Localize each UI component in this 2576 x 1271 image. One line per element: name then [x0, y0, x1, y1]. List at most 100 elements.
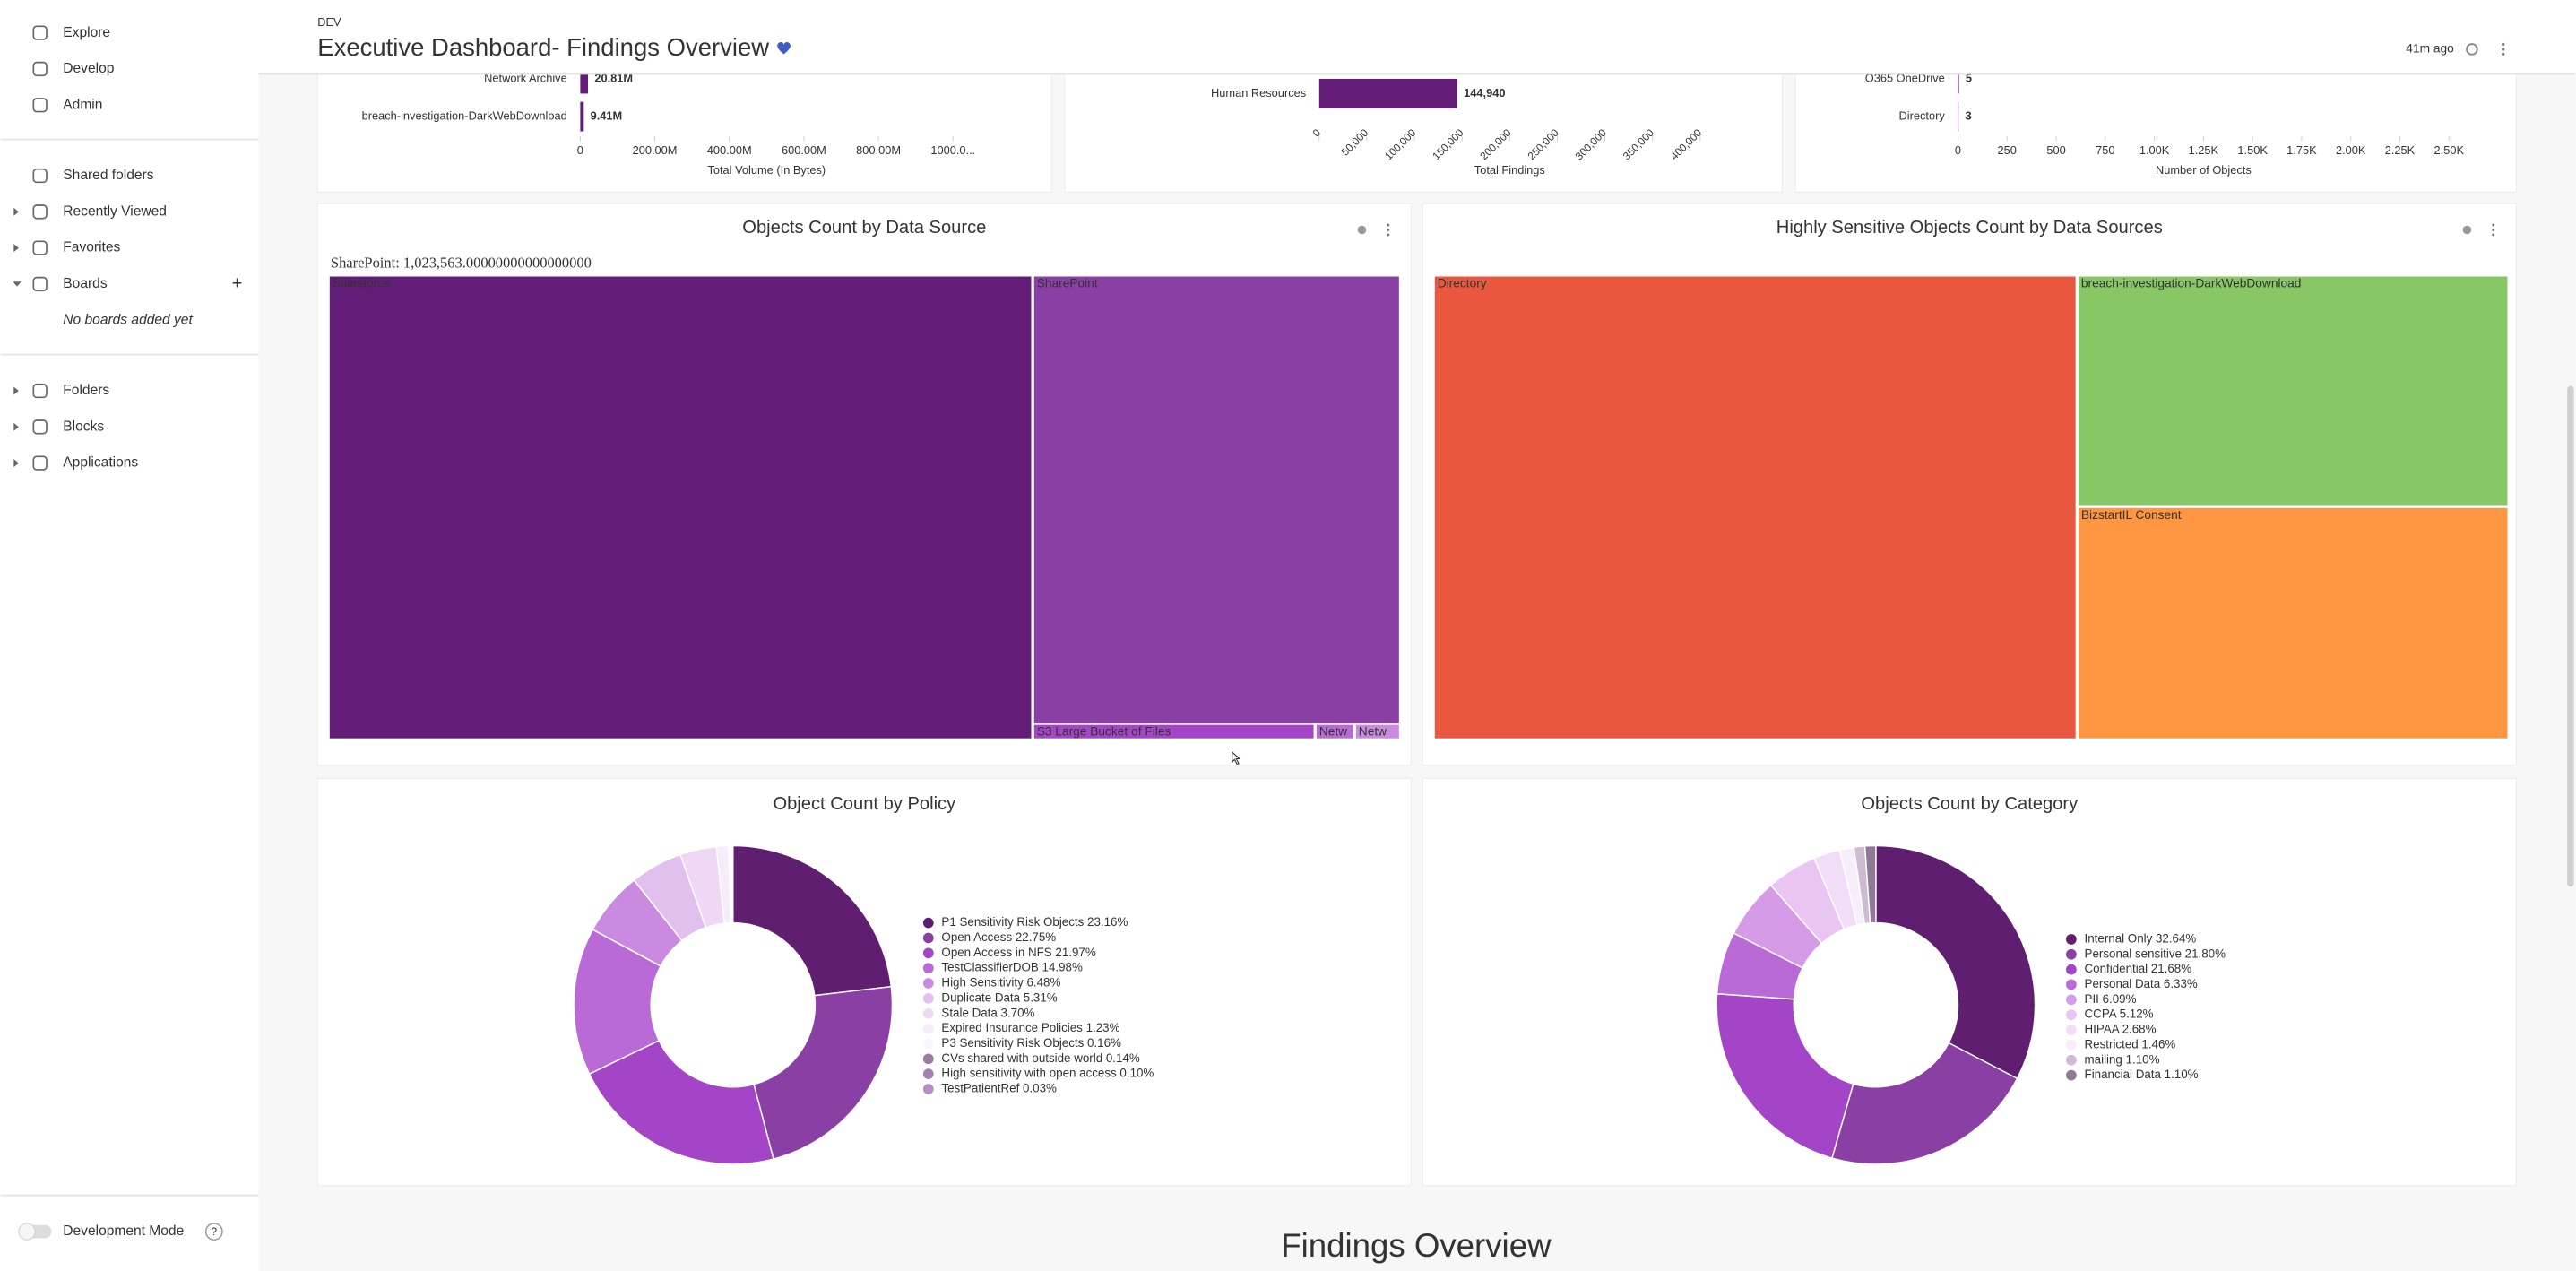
donut-slice[interactable] [753, 985, 894, 1160]
legend-label[interactable]: High Sensitivity 6.48% [941, 976, 1060, 990]
x-axis-title: Total Findings [1474, 163, 1545, 177]
legend-label[interactable]: TestClassifierDOB 14.98% [941, 961, 1083, 974]
nav-item[interactable]: Explore [63, 25, 110, 40]
x-tick-label: 2.00K [2336, 143, 2366, 157]
donut-slice[interactable] [573, 929, 662, 1076]
menu-dot[interactable] [1387, 223, 1390, 227]
legend-swatch [2066, 1054, 2077, 1066]
x-tick-label: 500 [2046, 143, 2065, 157]
nav-item[interactable]: Recently Viewed [63, 203, 167, 219]
legend-label[interactable]: P1 Sensitivity Risk Objects 23.16% [941, 915, 1128, 929]
alert-icon[interactable] [2462, 225, 2472, 235]
legend-swatch [2066, 964, 2077, 975]
expand-caret [13, 244, 19, 253]
x-tick-label: 1.00K [2139, 143, 2170, 157]
menu-dot[interactable] [2492, 229, 2495, 231]
nav-item[interactable]: Admin [63, 97, 102, 112]
nav-item[interactable]: Shared folders [63, 168, 153, 183]
legend-label[interactable]: High sensitivity with open access 0.10% [941, 1067, 1154, 1080]
donut-slice[interactable] [1831, 1042, 2018, 1165]
chart-title: Object Count by Policy [773, 794, 956, 814]
treemap-cell[interactable] [1354, 723, 1401, 740]
legend-label[interactable]: Open Access in NFS 21.97% [941, 946, 1095, 959]
donut-slice[interactable] [732, 844, 893, 997]
favorite-icon[interactable] [777, 42, 791, 55]
x-tick-label: 2.25K [2385, 143, 2416, 157]
legend-label[interactable]: Personal sensitive 21.80% [2085, 947, 2226, 960]
dev-mode-label: Development Mode [63, 1223, 184, 1239]
dashboard-title: Executive Dashboard- Findings Overview [317, 33, 769, 61]
menu-dot[interactable] [1387, 233, 1390, 237]
nav-item[interactable]: Boards [63, 276, 108, 291]
x-axis-title: Number of Objects [2156, 163, 2252, 177]
legend-swatch [922, 1084, 934, 1094]
nav-icon [32, 168, 48, 184]
x-tick-label: 1.50K [2237, 143, 2268, 157]
category-label: Human Resources [1211, 86, 1306, 99]
legend-swatch [2066, 948, 2077, 960]
legend-label[interactable]: Open Access 22.75% [941, 930, 1056, 944]
menu-dot[interactable] [1387, 229, 1390, 231]
treemap-label: S3 Large Bucket of Files [1037, 725, 1171, 739]
x-tick-label: 250 [1998, 143, 2017, 157]
treemap-label: Netw [1359, 725, 1387, 739]
donut-slice[interactable] [588, 1039, 774, 1165]
legend-label[interactable]: Confidential 21.68% [2085, 962, 2192, 975]
donut-slice[interactable] [1716, 992, 1854, 1159]
dashboard: 0 200.00M 400.00M 600.00M 800.00M 1000.0... To… [316, 32, 2517, 1187]
tooltip: SharePoint: 1,023,563.00000000000000000 [331, 255, 592, 272]
legend-label[interactable]: Internal Only 32.64% [2085, 931, 2197, 945]
nav-icon [32, 98, 48, 113]
legend-label[interactable]: Duplicate Data 5.31% [941, 990, 1057, 1004]
legend-swatch [2066, 994, 2077, 1006]
legend-label[interactable]: Expired Insurance Policies 1.23% [941, 1021, 1119, 1034]
treemap-label: Salesforce [333, 277, 391, 290]
donut-slice[interactable] [1875, 844, 2036, 1080]
expand-caret [13, 281, 22, 287]
legend-label[interactable]: P3 Sensitivity Risk Objects 0.16% [941, 1036, 1121, 1050]
nav-icon [32, 419, 48, 435]
legend-label[interactable]: Financial Data 1.10% [2085, 1068, 2199, 1081]
treemap-cell[interactable] [1033, 723, 1316, 740]
value-label: 3 [1965, 108, 1971, 122]
x-tick-label: 2.50K [2434, 143, 2465, 157]
scrollbar[interactable] [2567, 385, 2574, 887]
legend-label[interactable]: Stale Data 3.70% [941, 1006, 1034, 1019]
nav-icon [32, 25, 48, 40]
alert-icon[interactable] [1357, 225, 1367, 235]
nav-item[interactable]: Develop [63, 61, 114, 76]
legend-label[interactable]: mailing 1.10% [2085, 1052, 2160, 1066]
treemap-cell[interactable] [2077, 506, 2509, 740]
treemap-cell[interactable] [1433, 275, 2078, 740]
add-board[interactable]: + [232, 273, 243, 293]
legend-label[interactable]: Personal Data 6.33% [2085, 977, 2198, 990]
nav-icon [32, 276, 48, 292]
treemap-cell[interactable] [2077, 275, 2509, 507]
category-label: Directory [1899, 108, 1946, 122]
legend-label[interactable]: HIPAA 2.68% [2085, 1023, 2157, 1036]
category-label: breach-investigation-DarkWebDownload [362, 108, 567, 122]
legend-swatch [922, 1053, 934, 1065]
treemap-cell[interactable] [1033, 275, 1401, 725]
help-icon[interactable] [204, 1223, 223, 1241]
donut-slice[interactable] [1863, 844, 1877, 924]
toggle-knob [18, 1223, 36, 1241]
nav-item[interactable]: Folders [63, 383, 109, 398]
legend-label[interactable]: CCPA 5.12% [2085, 1007, 2154, 1021]
treemap-cell[interactable] [328, 275, 1033, 740]
treemap-cell[interactable] [1315, 723, 1355, 740]
nav-item[interactable]: Blocks [63, 419, 104, 434]
nav-item[interactable]: Applications [63, 455, 138, 471]
nav-item[interactable]: Favorites [63, 240, 120, 255]
legend-label[interactable]: CVs shared with outside world 0.14% [941, 1051, 1139, 1065]
menu-dot[interactable] [2492, 233, 2495, 237]
menu-dot[interactable] [2492, 223, 2495, 227]
legend-label[interactable]: TestPatientRef 0.03% [941, 1082, 1057, 1095]
legend-label[interactable]: PII 6.09% [2085, 992, 2137, 1006]
more-menu[interactable] [2502, 42, 2505, 56]
refresh-icon[interactable] [2466, 43, 2478, 56]
legend-swatch [922, 1007, 934, 1019]
legend-swatch [922, 1023, 934, 1034]
legend-label[interactable]: Restricted 1.46% [2085, 1037, 2176, 1051]
